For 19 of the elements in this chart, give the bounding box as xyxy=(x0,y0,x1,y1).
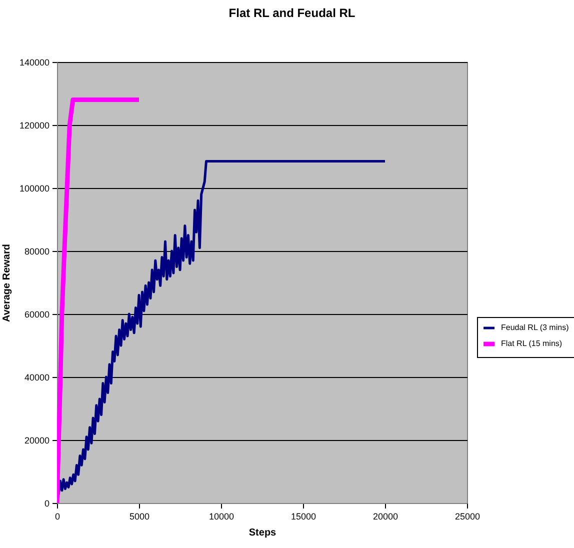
x-tick-label: 20000 xyxy=(372,512,398,522)
y-tick-label: 100000 xyxy=(19,184,50,194)
x-tick-label: 5000 xyxy=(129,512,150,522)
x-tick-label: 0 xyxy=(54,512,60,522)
y-tick-label: 140000 xyxy=(19,58,50,68)
x-tick-label: 15000 xyxy=(290,512,316,522)
y-tick-label: 120000 xyxy=(19,120,50,130)
x-tick-label: 25000 xyxy=(454,512,480,522)
chart-title: Flat RL and Feudal RL xyxy=(228,6,356,20)
legend-label: Flat RL (15 mins) xyxy=(501,339,562,348)
y-axis-title: Average Reward xyxy=(1,244,12,322)
y-tick-label: 80000 xyxy=(24,246,50,256)
x-tick-label: 10000 xyxy=(208,512,234,522)
y-tick-label: 20000 xyxy=(24,436,50,446)
legend-label: Feudal RL (3 mins) xyxy=(501,323,570,332)
y-tick-label: 0 xyxy=(44,498,50,508)
y-tick-label: 40000 xyxy=(24,372,50,382)
x-axis-title: Steps xyxy=(248,528,277,538)
y-tick-label: 60000 xyxy=(24,310,50,320)
